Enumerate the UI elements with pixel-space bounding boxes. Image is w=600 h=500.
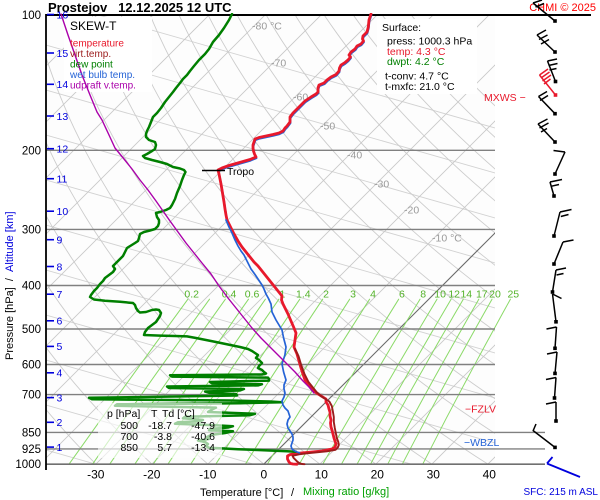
svg-text:1000: 1000 (15, 459, 41, 471)
svg-text:500: 500 (22, 324, 41, 336)
svg-text:25: 25 (507, 289, 519, 301)
svg-text:T: T (151, 408, 158, 420)
svg-text:CHMI © 2025: CHMI © 2025 (529, 2, 596, 14)
svg-text:925: 925 (22, 444, 41, 456)
svg-text:6: 6 (399, 289, 405, 301)
svg-text:/: / (291, 487, 295, 499)
svg-text:400: 400 (22, 281, 41, 293)
svg-text:8: 8 (420, 289, 426, 301)
svg-text:-20: -20 (404, 205, 419, 217)
svg-text:20: 20 (371, 468, 385, 482)
svg-text:0.2: 0.2 (184, 289, 199, 301)
svg-text:Td [°C]: Td [°C] (162, 408, 195, 420)
svg-text:17: 17 (476, 289, 488, 301)
svg-text:temp: 4.3 °C: temp: 4.3 °C (387, 46, 446, 58)
svg-text:12: 12 (57, 144, 69, 156)
svg-text:-20: -20 (143, 468, 161, 482)
svg-text:-80 °C: -80 °C (252, 21, 282, 33)
svg-text:-47.9: -47.9 (191, 420, 215, 432)
svg-text:p [hPa]: p [hPa] (107, 408, 140, 420)
svg-text:5.7: 5.7 (157, 442, 172, 454)
svg-text:-70: -70 (271, 58, 286, 70)
svg-text:8: 8 (57, 261, 63, 273)
svg-text:Pressure [hPa] / Altitude [k: Pressure [hPa] / Altitude [km] (4, 211, 16, 360)
svg-text:3: 3 (350, 289, 356, 301)
svg-text:-18.7: -18.7 (148, 420, 172, 432)
svg-text:dwpt: 4.2 °C: dwpt: 4.2 °C (387, 56, 445, 68)
svg-text:15: 15 (57, 48, 69, 60)
svg-text:-13.4: -13.4 (191, 442, 215, 454)
svg-text:-40: -40 (347, 150, 362, 162)
svg-text:wet bulb temp.: wet bulb temp. (69, 70, 135, 81)
svg-text:14: 14 (57, 79, 69, 91)
svg-text:1: 1 (57, 442, 63, 454)
svg-text:SKEW-T: SKEW-T (70, 19, 117, 33)
svg-text:2: 2 (323, 289, 329, 301)
svg-text:30: 30 (427, 468, 441, 482)
svg-text:200: 200 (22, 145, 41, 157)
svg-text:dew point: dew point (70, 60, 113, 71)
svg-text:10: 10 (434, 289, 446, 301)
svg-text:udpraft v.temp.: udpraft v.temp. (70, 81, 136, 92)
svg-text:850: 850 (120, 442, 138, 454)
svg-text:Surface:: Surface: (382, 22, 421, 34)
svg-text:12: 12 (448, 289, 460, 301)
svg-text:10: 10 (315, 468, 329, 482)
svg-text:100: 100 (22, 10, 41, 22)
svg-text:Mixing ratio [g/kg]: Mixing ratio [g/kg] (303, 486, 389, 498)
svg-text:-30: -30 (87, 468, 105, 482)
svg-text:−WBZL: −WBZL (464, 437, 499, 449)
svg-text:-3.8: -3.8 (154, 431, 172, 443)
svg-text:600: 600 (22, 360, 41, 372)
svg-text:40: 40 (483, 468, 497, 482)
svg-text:Tropo: Tropo (227, 166, 254, 178)
svg-text:13: 13 (57, 111, 69, 123)
svg-text:-50: -50 (320, 121, 335, 133)
svg-text:−FZLV: −FZLV (465, 404, 496, 416)
svg-text:0.4: 0.4 (222, 289, 237, 301)
svg-text:2: 2 (57, 417, 63, 429)
svg-text:700: 700 (22, 390, 41, 402)
svg-text:Temperature [°C]: Temperature [°C] (200, 487, 283, 499)
svg-text:20: 20 (489, 289, 501, 301)
svg-text:-10 °C: -10 °C (432, 233, 462, 245)
svg-text:10: 10 (57, 206, 69, 218)
svg-text:t-conv: 4.7 °C: t-conv: 4.7 °C (385, 71, 449, 83)
svg-text:700: 700 (120, 431, 138, 443)
svg-text:press: 1000.3 hPa: press: 1000.3 hPa (387, 36, 472, 48)
svg-text:7: 7 (57, 289, 63, 301)
svg-text:6: 6 (57, 316, 63, 328)
svg-text:temperature: temperature (70, 39, 124, 50)
svg-text:-40.6: -40.6 (191, 431, 215, 443)
svg-text:500: 500 (120, 420, 138, 432)
svg-text:MXWS −: MXWS − (484, 92, 526, 104)
svg-text:300: 300 (22, 224, 41, 236)
svg-text:16: 16 (57, 9, 69, 21)
svg-text:11: 11 (57, 174, 68, 186)
svg-text:4: 4 (57, 368, 63, 380)
svg-text:1.4: 1.4 (296, 289, 311, 301)
svg-text:850: 850 (22, 427, 41, 439)
svg-text:Prostejov 12.12.2025 12 UTC: Prostejov 12.12.2025 12 UTC (48, 0, 232, 15)
svg-text:5: 5 (57, 341, 63, 353)
svg-text:0.6: 0.6 (245, 289, 260, 301)
svg-text:virt.temp.: virt.temp. (70, 49, 111, 60)
svg-text:-10: -10 (199, 468, 217, 482)
svg-text:0: 0 (260, 468, 267, 482)
svg-text:3: 3 (57, 392, 63, 404)
svg-text:14: 14 (460, 289, 472, 301)
svg-text:SFC: 215 m ASL: SFC: 215 m ASL (524, 487, 599, 498)
svg-text:9: 9 (57, 235, 63, 247)
svg-text:t-mxfc: 21.0 °C: t-mxfc: 21.0 °C (385, 81, 455, 93)
svg-text:4: 4 (370, 289, 376, 301)
svg-text:-30: -30 (374, 179, 389, 191)
